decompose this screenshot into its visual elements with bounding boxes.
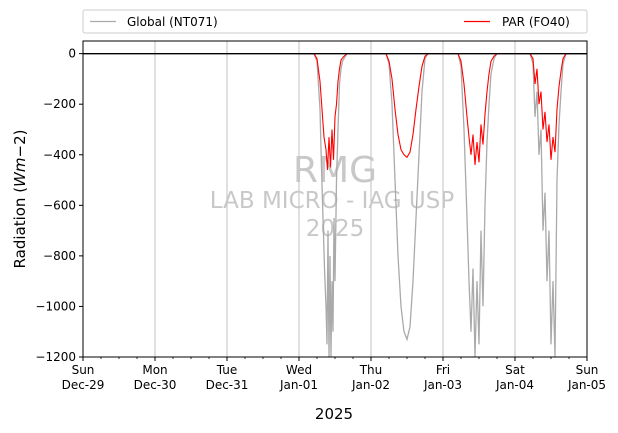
x-tick-date-5: Jan-03 <box>423 378 462 392</box>
watermark-line-1: RMG <box>293 150 377 191</box>
y-axis-title: Radiation (Wm−2) <box>11 130 29 269</box>
legend-box <box>82 9 588 34</box>
x-tick-day-0: Sun <box>72 363 95 377</box>
x-axis-title: 2025 <box>315 405 353 423</box>
y-tick-label-0: 0 <box>68 47 76 61</box>
legend-label-global: Global (NT071) <box>127 15 218 29</box>
x-tick-date-6: Jan-04 <box>495 378 534 392</box>
legend: Global (NT071) PAR (FO40) <box>82 9 588 34</box>
watermark-line-2: LAB MICRO - IAG USP <box>210 188 455 214</box>
x-tick-date-4: Jan-02 <box>351 378 390 392</box>
y-axis: 0 −200 −400 −600 −800 −1000 −1200 <box>35 47 83 364</box>
x-tick-day-5: Fri <box>436 363 450 377</box>
x-tick-date-1: Dec-30 <box>134 378 177 392</box>
x-tick-day-4: Thu <box>359 363 383 377</box>
legend-label-par: PAR (FO40) <box>502 15 570 29</box>
y-tick-label-2: −400 <box>43 148 76 162</box>
x-tick-day-7: Sun <box>576 363 599 377</box>
x-axis: SunDec-29MonDec-30TueDec-31WedJan-01ThuJ… <box>62 357 606 392</box>
y-tick-label-4: −800 <box>43 249 76 263</box>
x-tick-date-3: Jan-01 <box>279 378 318 392</box>
x-tick-date-7: Jan-05 <box>567 378 606 392</box>
x-tick-day-2: Tue <box>216 363 238 377</box>
y-tick-label-3: −600 <box>43 198 76 212</box>
series-line-global <box>299 52 587 357</box>
x-tick-day-1: Mon <box>142 363 167 377</box>
y-tick-label-1: −200 <box>43 97 76 111</box>
x-tick-day-3: Wed <box>286 363 312 377</box>
y-tick-label-6: −1200 <box>35 350 76 364</box>
plot-area <box>83 41 587 357</box>
x-tick-day-6: Sat <box>505 363 525 377</box>
x-tick-date-0: Dec-29 <box>62 378 105 392</box>
gridlines <box>154 41 516 357</box>
series-line-par <box>299 53 587 170</box>
y-tick-label-5: −1000 <box>35 299 76 313</box>
x-tick-date-2: Dec-31 <box>206 378 249 392</box>
